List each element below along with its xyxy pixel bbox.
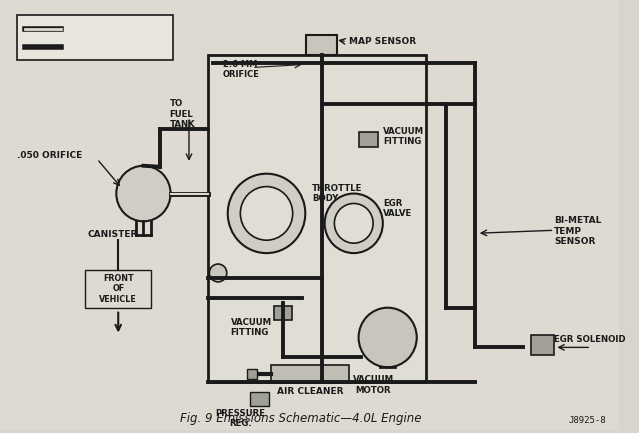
Text: 2.6 MM
ORIFICE: 2.6 MM ORIFICE — [223, 60, 260, 79]
Text: VACUUM HOSES: VACUUM HOSES — [66, 42, 138, 51]
Text: VAPOR & AIR HOSES: VAPOR & AIR HOSES — [66, 24, 158, 33]
Text: FRONT
OF
VEHICLE: FRONT OF VEHICLE — [99, 274, 137, 304]
Bar — [272, 365, 349, 383]
Bar — [17, 15, 173, 60]
Bar — [208, 55, 426, 382]
Bar — [247, 369, 257, 379]
Text: EGR
VALVE: EGR VALVE — [383, 198, 412, 218]
Text: CANISTER: CANISTER — [88, 230, 137, 239]
Bar — [250, 392, 270, 406]
Text: EGR SOLENOID: EGR SOLENOID — [555, 335, 626, 344]
Text: VACUUM
FITTING: VACUUM FITTING — [383, 127, 424, 146]
Bar — [531, 336, 555, 355]
Circle shape — [116, 166, 171, 221]
Text: Fig. 9 Emissions Schematic—4.0L Engine: Fig. 9 Emissions Schematic—4.0L Engine — [180, 412, 421, 425]
Text: BI-METAL
TEMP
SENSOR: BI-METAL TEMP SENSOR — [555, 216, 602, 246]
Text: .050 ORIFICE: .050 ORIFICE — [17, 151, 82, 160]
Text: TO
FUEL
TANK: TO FUEL TANK — [169, 99, 196, 129]
Text: PRESSURE
REG.: PRESSURE REG. — [215, 409, 265, 428]
Text: VACUUM
MOTOR: VACUUM MOTOR — [353, 375, 394, 394]
Bar — [358, 132, 378, 147]
Circle shape — [358, 308, 417, 367]
Circle shape — [325, 194, 383, 253]
Circle shape — [334, 204, 373, 243]
Circle shape — [240, 187, 293, 240]
Text: VACUUM
FITTING: VACUUM FITTING — [231, 318, 272, 337]
Text: MAP SENSOR: MAP SENSOR — [349, 37, 416, 46]
Text: AIR CLEANER: AIR CLEANER — [277, 387, 343, 396]
Circle shape — [210, 264, 227, 282]
Text: THROTTLE
BODY: THROTTLE BODY — [312, 184, 362, 203]
Bar — [306, 35, 337, 55]
Circle shape — [227, 174, 305, 253]
Text: J8925-8: J8925-8 — [568, 416, 606, 425]
Bar — [85, 270, 151, 308]
Bar — [274, 306, 292, 320]
